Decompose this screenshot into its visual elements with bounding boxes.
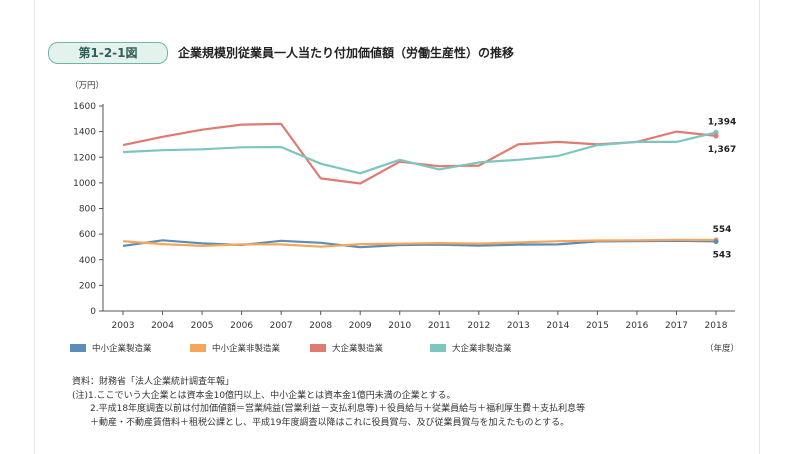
note-line: 資料：財務省「法人企業統計調査年報」 — [72, 377, 235, 387]
note-line: (注)1.ここでいう大企業とは資本金10億円以上、中小企業とは資本金1億円未満の… — [72, 390, 456, 401]
x-tick-label: 2015 — [586, 321, 609, 331]
x-tick-label: 2018 — [705, 321, 728, 331]
x-tick-label: 2009 — [349, 321, 372, 331]
y-tick-label: 400 — [79, 256, 96, 266]
x-tick-label: 2007 — [270, 321, 293, 331]
y-tick-labels: 0 200 400 600 800 1000 1200 1400 1600 — [73, 102, 103, 317]
legend-label: 大企業製造業 — [332, 344, 384, 354]
legend-item: 中小企業製造業 — [70, 342, 152, 354]
y-tick-label: 1000 — [73, 179, 96, 189]
legend-label: 大企業非製造業 — [452, 344, 512, 354]
figure-frame — [34, 0, 760, 454]
legend-swatch — [430, 344, 446, 352]
data-point-marker — [713, 238, 719, 245]
x-tick-label: 2010 — [388, 321, 411, 331]
data-label: 1,367 — [708, 145, 736, 155]
x-tick-label: 2013 — [507, 321, 530, 331]
legend-item: 大企業製造業 — [310, 342, 383, 354]
x-tick-label: 2011 — [428, 321, 451, 331]
x-tick-labels: 2003 2004 2005 2006 2007 2008 2009 2010 2011 2012… — [112, 311, 728, 331]
legend-swatch — [190, 344, 206, 352]
series-line — [122, 131, 717, 175]
legend-swatch — [70, 344, 86, 352]
x-tick-label: 2004 — [151, 321, 174, 331]
y-tick-label: 1600 — [73, 102, 96, 112]
y-tick-label: 800 — [79, 205, 96, 215]
legend-swatch — [310, 344, 326, 352]
y-tick-label: 1200 — [73, 153, 96, 163]
series-line — [122, 122, 717, 185]
y-tick-label: 200 — [79, 281, 96, 291]
legend-label: 中小企業製造業 — [92, 344, 152, 354]
axes — [102, 104, 735, 312]
series-line — [122, 238, 717, 248]
legend-item: 大企業非製造業 — [430, 342, 512, 354]
x-tick-label: 2017 — [665, 321, 688, 331]
data-label: 554 — [713, 225, 732, 235]
legend-item: 中小企業非製造業 — [190, 342, 280, 354]
x-tick-label: 2016 — [625, 321, 648, 331]
note-line: ＋動産・不動産賃借料＋租税公課とし、平成19年度調査以降はこれに役員賞与、及び従… — [72, 417, 570, 428]
y-tick-label: 600 — [79, 230, 96, 240]
series-lines — [122, 122, 717, 249]
annotations: 1,394 1,367 554 543 — [708, 117, 736, 260]
y-tick-label: 1400 — [73, 128, 96, 138]
data-label: 543 — [713, 250, 732, 260]
x-tick-label: 2006 — [230, 321, 253, 331]
x-tick-label: 2012 — [467, 321, 490, 331]
x-tick-label: 2008 — [309, 321, 332, 331]
note-line: 2.平成18年度調査以前は付加価値額＝営業純益(営業利益－支払利息等)＋役員給与… — [72, 404, 586, 414]
x-tick-label: 2003 — [112, 321, 135, 331]
y-axis-unit-label: （万円） — [70, 80, 104, 91]
figure-title: 企業規模別従業員一人当たり付加価値額（労働生産性）の推移 — [178, 46, 515, 60]
figure-number-badge: 第1-2-1図 — [48, 42, 168, 64]
data-point-marker — [713, 133, 719, 139]
x-tick-label: 2005 — [191, 321, 214, 331]
y-tick-label: 0 — [90, 307, 96, 317]
legend-label: 中小企業非製造業 — [212, 344, 281, 354]
x-tick-label: 2014 — [546, 321, 569, 331]
x-axis-unit-label: （年度） — [705, 344, 740, 354]
data-label: 1,394 — [708, 117, 736, 127]
source-notes: 資料：財務省「法人企業統計調査年報」 (注)1.ここでいう大企業とは資本金10億… — [72, 376, 585, 430]
